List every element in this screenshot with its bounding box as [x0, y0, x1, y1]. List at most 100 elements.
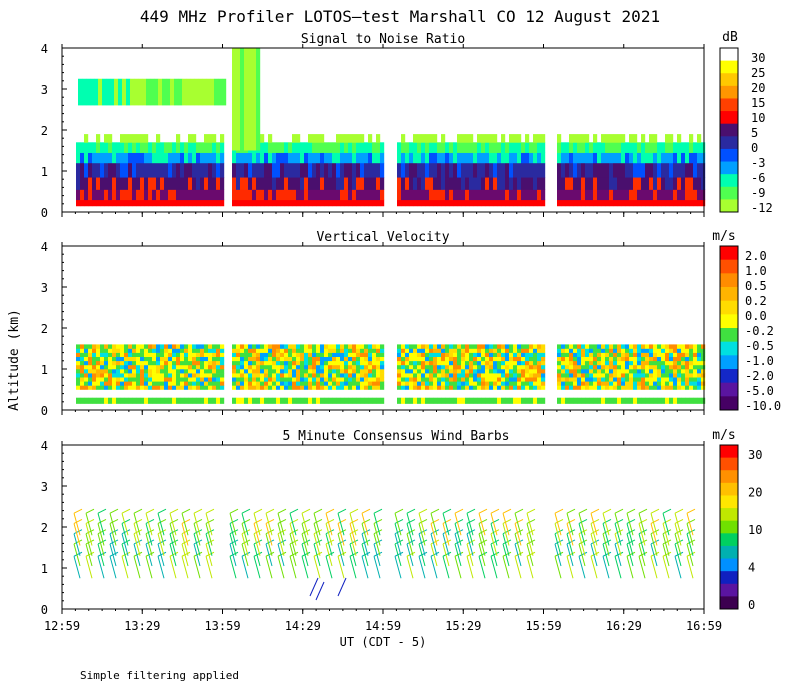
snr-cell [681, 142, 686, 153]
vv-cell [188, 385, 193, 390]
vv-cell [681, 369, 686, 374]
vv-cell [433, 356, 438, 362]
vv-cell [401, 348, 406, 353]
vv-cell [409, 360, 414, 366]
vv-cell [340, 356, 345, 362]
vv-cell [645, 397, 650, 404]
vv-cell [557, 352, 562, 357]
snr-cell [192, 142, 197, 153]
snr-cell [605, 177, 610, 190]
snr-cell [701, 189, 706, 201]
vv-cell [689, 360, 694, 366]
wind-barb-feather [73, 508, 83, 514]
vv-cell [673, 364, 678, 370]
vv-cell [116, 344, 121, 349]
vv-cell [312, 369, 317, 374]
vv-cell [236, 348, 241, 353]
vv-cell [88, 381, 93, 386]
snr-cell [108, 189, 113, 201]
vv-cell [449, 352, 454, 357]
snr-cell [653, 189, 658, 201]
wind-barb [650, 556, 658, 579]
vv-cell [84, 348, 89, 353]
vv-cell [493, 348, 498, 353]
colorbar-swatch [720, 341, 738, 356]
snr-cell [132, 177, 137, 190]
vv-cell [529, 385, 534, 390]
vv-cell [645, 344, 650, 349]
wind-barb-feather [205, 519, 215, 524]
vv-cell [288, 373, 293, 378]
vv-cell [260, 381, 265, 386]
snr-cell [128, 142, 133, 153]
snr-cell [272, 142, 277, 153]
vv-cell [200, 377, 205, 382]
snr-cell [156, 134, 161, 143]
snr-cell [168, 142, 173, 153]
vv-cell [457, 352, 462, 357]
snr-cell [162, 78, 167, 106]
vv-cell [128, 373, 133, 378]
vv-cell [288, 364, 293, 370]
vv-cell [140, 369, 145, 374]
vv-cell [601, 369, 606, 374]
wind-barb-feather [614, 551, 624, 557]
vv-cell [324, 381, 329, 386]
vv-cell [441, 373, 446, 378]
wind-barb [121, 556, 129, 579]
vv-cell [509, 352, 514, 357]
vv-cell [469, 360, 474, 366]
vv-cell [344, 381, 349, 386]
vv-cell [380, 352, 385, 357]
snr-cell [188, 134, 193, 143]
snr-cell [453, 162, 458, 178]
x-tick-label: 14:29 [285, 619, 321, 633]
vv-cell [405, 377, 410, 382]
snr-cell [421, 162, 426, 178]
wind-barb [602, 533, 610, 556]
snr-cell [140, 177, 145, 190]
snr-cell [421, 189, 426, 201]
vv-cell [625, 381, 630, 386]
wind-barb [554, 513, 562, 536]
snr-cell [340, 199, 345, 207]
vv-cell [96, 352, 101, 357]
snr-cell [693, 189, 698, 201]
snr-cell [136, 162, 141, 178]
vv-cell [196, 377, 201, 382]
snr-cell [140, 134, 145, 143]
snr-cell [236, 152, 241, 164]
vv-cell [577, 373, 582, 378]
vv-cell [340, 348, 345, 353]
vv-cell [625, 352, 630, 357]
wind-barb [662, 523, 670, 546]
vv-cell [409, 385, 414, 390]
vv-cell [669, 356, 674, 362]
vv-cell [585, 364, 590, 370]
snr-cell [340, 152, 345, 164]
wind-barb-feather [442, 551, 452, 557]
wind-barb [526, 556, 534, 579]
colorbar-swatch [720, 136, 738, 150]
snr-cell [617, 142, 622, 153]
snr-cell [661, 189, 666, 201]
vv-cell [541, 385, 546, 390]
wind-barb [253, 543, 261, 567]
vv-cell [380, 377, 385, 382]
vv-cell [409, 369, 414, 374]
vv-cell [453, 352, 458, 357]
wind-barb-feather [121, 508, 131, 514]
wind-barb [289, 543, 297, 567]
snr-cell [577, 134, 582, 143]
colorbar-swatch [720, 508, 738, 522]
snr-cell [300, 142, 305, 153]
vv-cell [148, 352, 153, 357]
snr-cell [401, 199, 406, 207]
vv-cell [433, 369, 438, 374]
snr-cell [104, 152, 109, 164]
snr-cell [186, 78, 191, 106]
snr-cell [188, 162, 193, 178]
wind-barb [277, 556, 285, 579]
vv-cell [401, 397, 406, 404]
vv-cell [597, 344, 602, 349]
